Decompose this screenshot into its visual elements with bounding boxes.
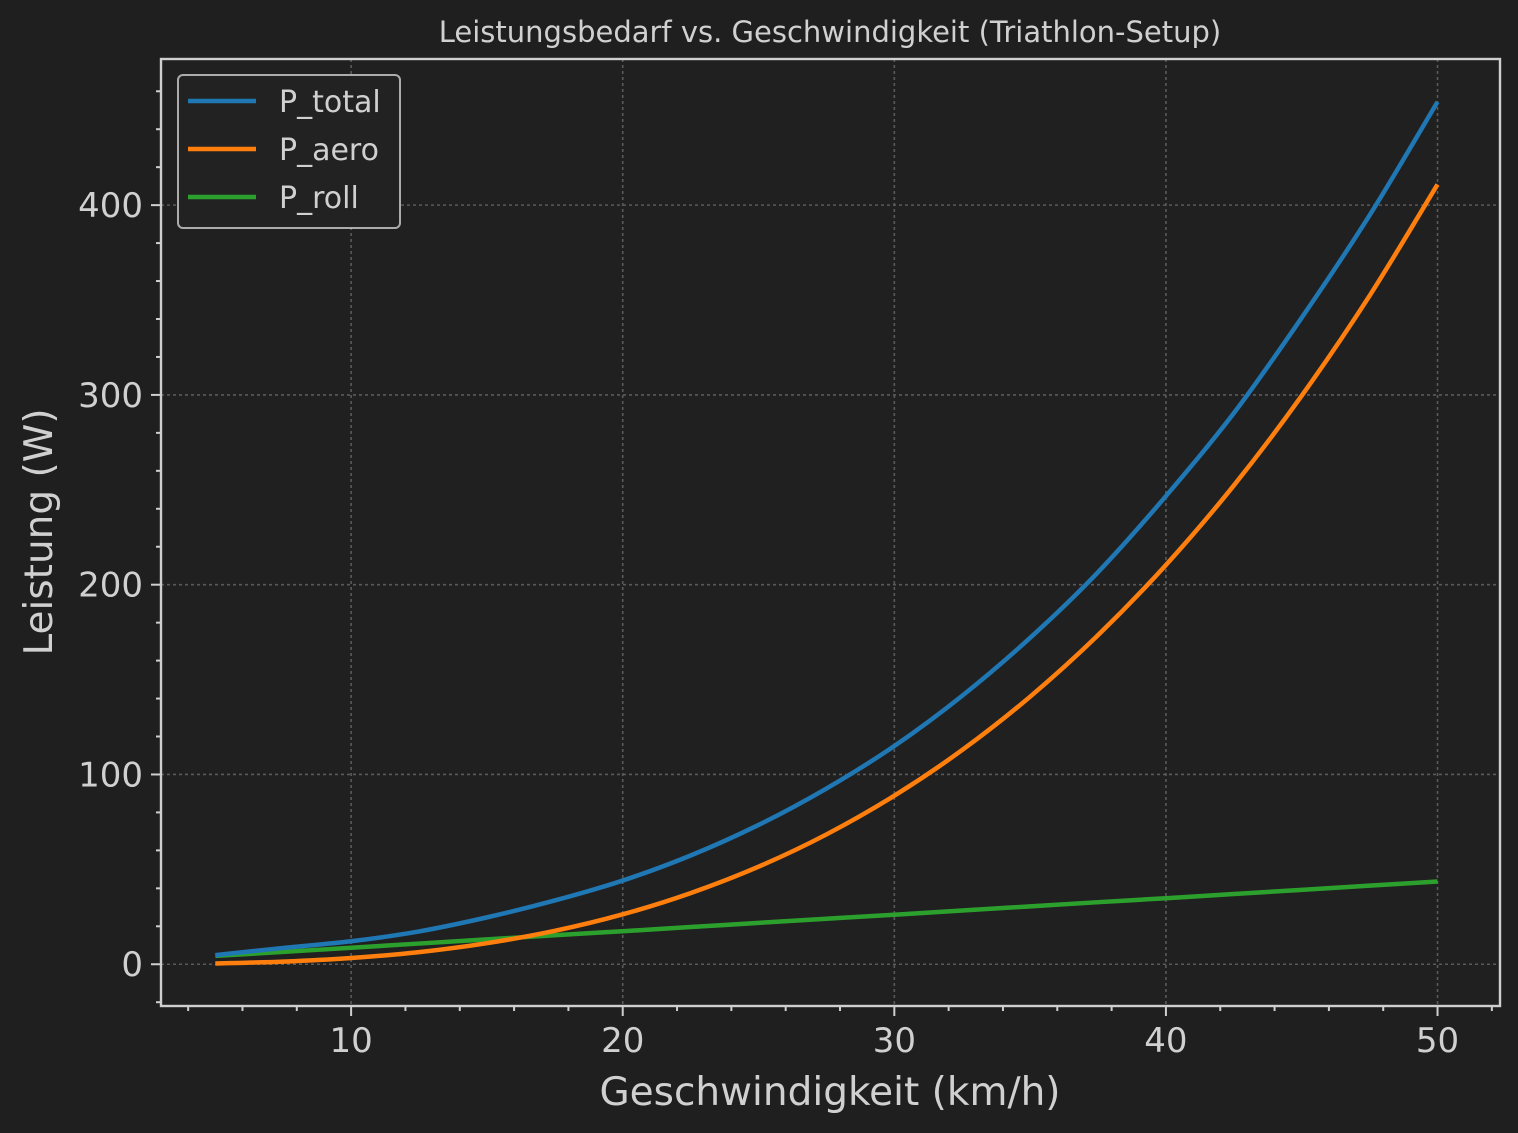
x-axis-label: Geschwindigkeit (km/h): [599, 1070, 1060, 1115]
series-line-p-aero: [215, 183, 1440, 966]
x-tick-label: 40: [1144, 1021, 1187, 1061]
legend-label-p-aero: P_aero: [279, 133, 379, 168]
y-tick-label: 300: [78, 376, 143, 416]
x-tick-label: 50: [1416, 1021, 1459, 1061]
x-tick-label: 20: [601, 1021, 644, 1061]
y-tick-label: 400: [78, 186, 143, 226]
y-tick-label: 200: [78, 566, 143, 606]
legend-items: P_total P_aero P_roll: [188, 85, 381, 216]
tick-labels: 10 20 30 40 50 0 100 200 300 400: [78, 186, 1459, 1061]
x-tick-label: 10: [329, 1021, 372, 1061]
series-lines: [215, 100, 1440, 966]
legend-box: [177, 74, 401, 229]
series-line-p-roll: [215, 879, 1438, 959]
series-line-p-total: [215, 100, 1440, 958]
axis-ticks: [151, 90, 1493, 1016]
y-axis-label: Leistung (W): [17, 408, 62, 655]
plot-frame: [159, 57, 1502, 1008]
chart-title: Leistungsbedarf vs. Geschwindigkeit (Tri…: [439, 15, 1221, 49]
y-tick-label: 0: [121, 945, 143, 985]
x-tick-label: 30: [873, 1021, 916, 1061]
legend-label-p-roll: P_roll: [279, 181, 359, 216]
legend: P_total P_aero P_roll: [177, 74, 401, 229]
y-tick-label: 100: [78, 755, 143, 795]
legend-label-p-total: P_total: [279, 85, 381, 120]
